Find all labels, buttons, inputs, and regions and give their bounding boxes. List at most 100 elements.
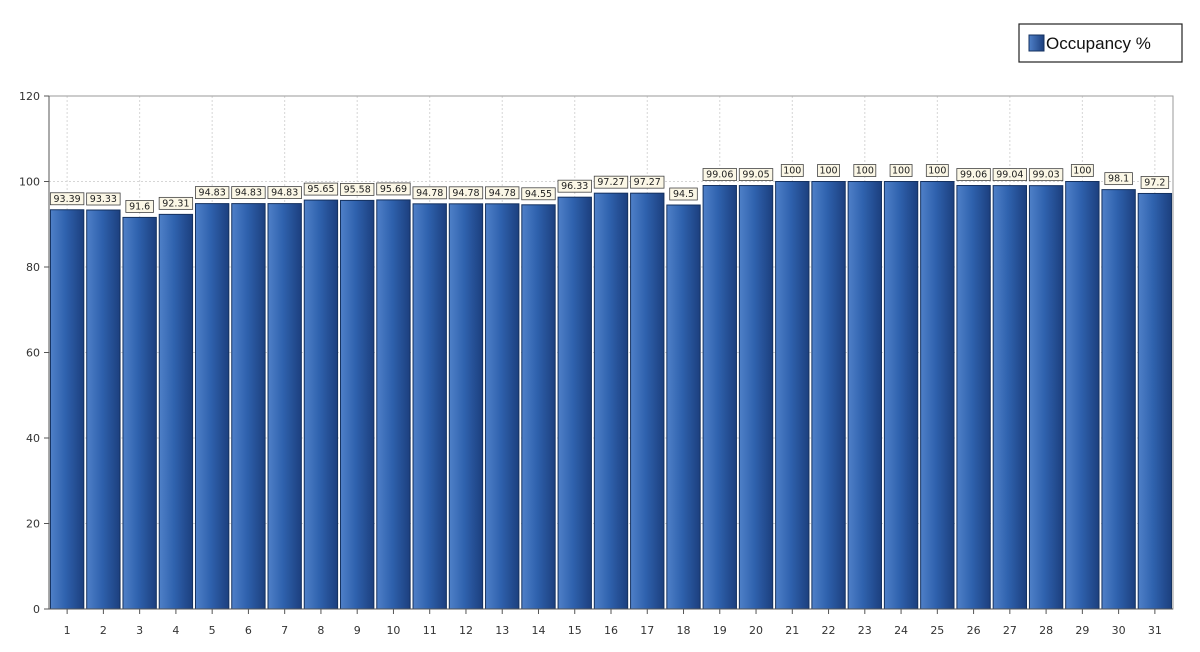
data-label-box [195,186,230,200]
x-tick-label: 11 [423,624,437,637]
x-tick-label: 24 [894,624,908,637]
data-label-value: 94.55 [525,189,552,200]
x-tick-label: 29 [1075,624,1089,637]
data-label-value: 95.69 [380,184,407,195]
bar-6 [231,203,266,610]
y-tick-label: 100 [19,176,40,189]
data-label-value: 94.83 [199,188,226,199]
bar-17 [630,192,665,610]
bar-20 [738,185,774,610]
data-label-box [267,186,302,200]
data-label-value: 94.78 [452,188,479,199]
y-tick-label: 80 [26,261,40,274]
data-label-value: 100 [783,166,801,177]
data-label-value: 100 [1073,166,1091,177]
data-label-1: 93.39 [49,192,85,206]
data-label-26: 99.06 [956,168,991,181]
bar-12 [448,203,484,610]
data-label-box [956,168,991,181]
bar-10 [376,199,411,610]
data-label-14: 94.55 [521,187,556,201]
data-label-box [1028,168,1064,182]
data-label-23: 100 [853,164,877,177]
data-label-3: 91.6 [125,200,154,213]
data-label-box [158,196,194,210]
y-tick-label: 60 [26,347,40,360]
data-label-box [340,182,375,196]
data-label-19: 99.06 [702,168,737,181]
data-label-box [780,164,804,177]
x-tick-label: 15 [568,624,582,637]
legend-swatch [1028,34,1045,52]
data-label-28: 99.03 [1028,168,1064,182]
data-label-box [521,187,556,201]
data-label-value: 94.83 [271,188,298,199]
bar-23 [847,181,882,610]
data-label-value: 92.31 [162,198,189,209]
x-tick-label: 26 [967,624,981,637]
data-label-box [1140,176,1170,189]
data-label-22: 100 [817,164,840,177]
x-tick-label: 27 [1003,624,1017,637]
data-label-9: 95.58 [340,182,375,196]
data-label-4: 92.31 [158,196,194,210]
bar-18 [666,204,701,610]
data-label-20: 99.05 [738,168,774,181]
x-tick-label: 5 [209,624,216,637]
data-labels: 93.39 93.33 91.6 92.31 94.83 94.83 94.83 95.65 9… [49,164,1170,213]
data-label-value: 99.06 [706,170,733,181]
data-label-24: 100 [889,164,913,177]
bar-29 [1065,181,1100,610]
bar-16 [593,192,629,610]
data-label-5: 94.83 [195,186,230,200]
data-label-value: 93.33 [90,194,117,205]
x-tick-label: 2 [100,624,107,637]
x-tick-label: 1 [64,624,71,637]
data-label-value: 97.27 [597,177,624,188]
data-label-box [412,186,447,200]
data-label-value: 98.1 [1108,174,1129,185]
bar-8 [303,199,339,610]
bar-4 [158,213,194,610]
data-label-value: 100 [928,166,946,177]
data-label-box [817,164,840,177]
data-label-box [49,192,85,206]
data-label-11: 94.78 [412,186,447,200]
legend-label: Occupancy % [1046,34,1151,53]
data-label-value: 97.27 [634,177,661,188]
data-label-29: 100 [1070,164,1094,177]
y-tick-label: 120 [19,90,40,103]
data-label-15: 96.33 [557,179,592,193]
bar-14 [521,204,556,610]
data-label-box [738,168,774,181]
x-tick-label: 19 [713,624,727,637]
data-label-box [448,186,484,200]
x-tick-label: 6 [245,624,252,637]
x-tick-label: 7 [281,624,288,637]
data-label-value: 94.83 [235,188,262,199]
bar-7 [267,203,302,610]
data-label-value: 100 [892,166,910,177]
bar-19 [702,185,737,610]
x-tick-label: 17 [640,624,654,637]
data-label-box [925,164,949,177]
data-label-value: 100 [856,166,874,177]
data-label-box [303,182,339,196]
bar-9 [340,199,375,610]
bar-11 [412,203,447,610]
data-label-box [86,192,121,206]
y-tick-label: 40 [26,432,40,445]
bar-24 [883,181,919,610]
data-label-18: 94.5 [669,187,698,201]
data-label-box [485,186,520,200]
x-tick-label: 16 [604,624,618,637]
y-tick-label: 0 [33,603,40,616]
data-label-box [1070,164,1094,177]
x-tick-label: 12 [459,624,473,637]
x-tick-label: 13 [495,624,509,637]
bar-27 [992,185,1028,610]
data-label-value: 97.2 [1144,177,1165,188]
